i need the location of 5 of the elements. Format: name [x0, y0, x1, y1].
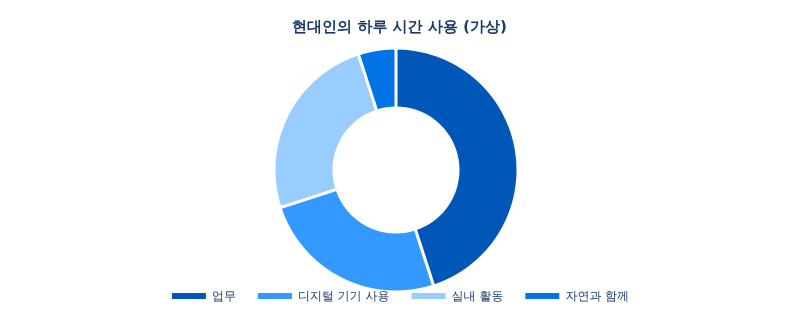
chart-title: 현대인의 하루 시간 사용 (가상)	[292, 18, 507, 36]
legend-label: 디지털 기기 사용	[298, 289, 390, 303]
legend-label: 자연과 함께	[565, 289, 630, 303]
legend-label: 실내 활동	[452, 289, 504, 303]
legend-label: 업무	[212, 289, 236, 303]
